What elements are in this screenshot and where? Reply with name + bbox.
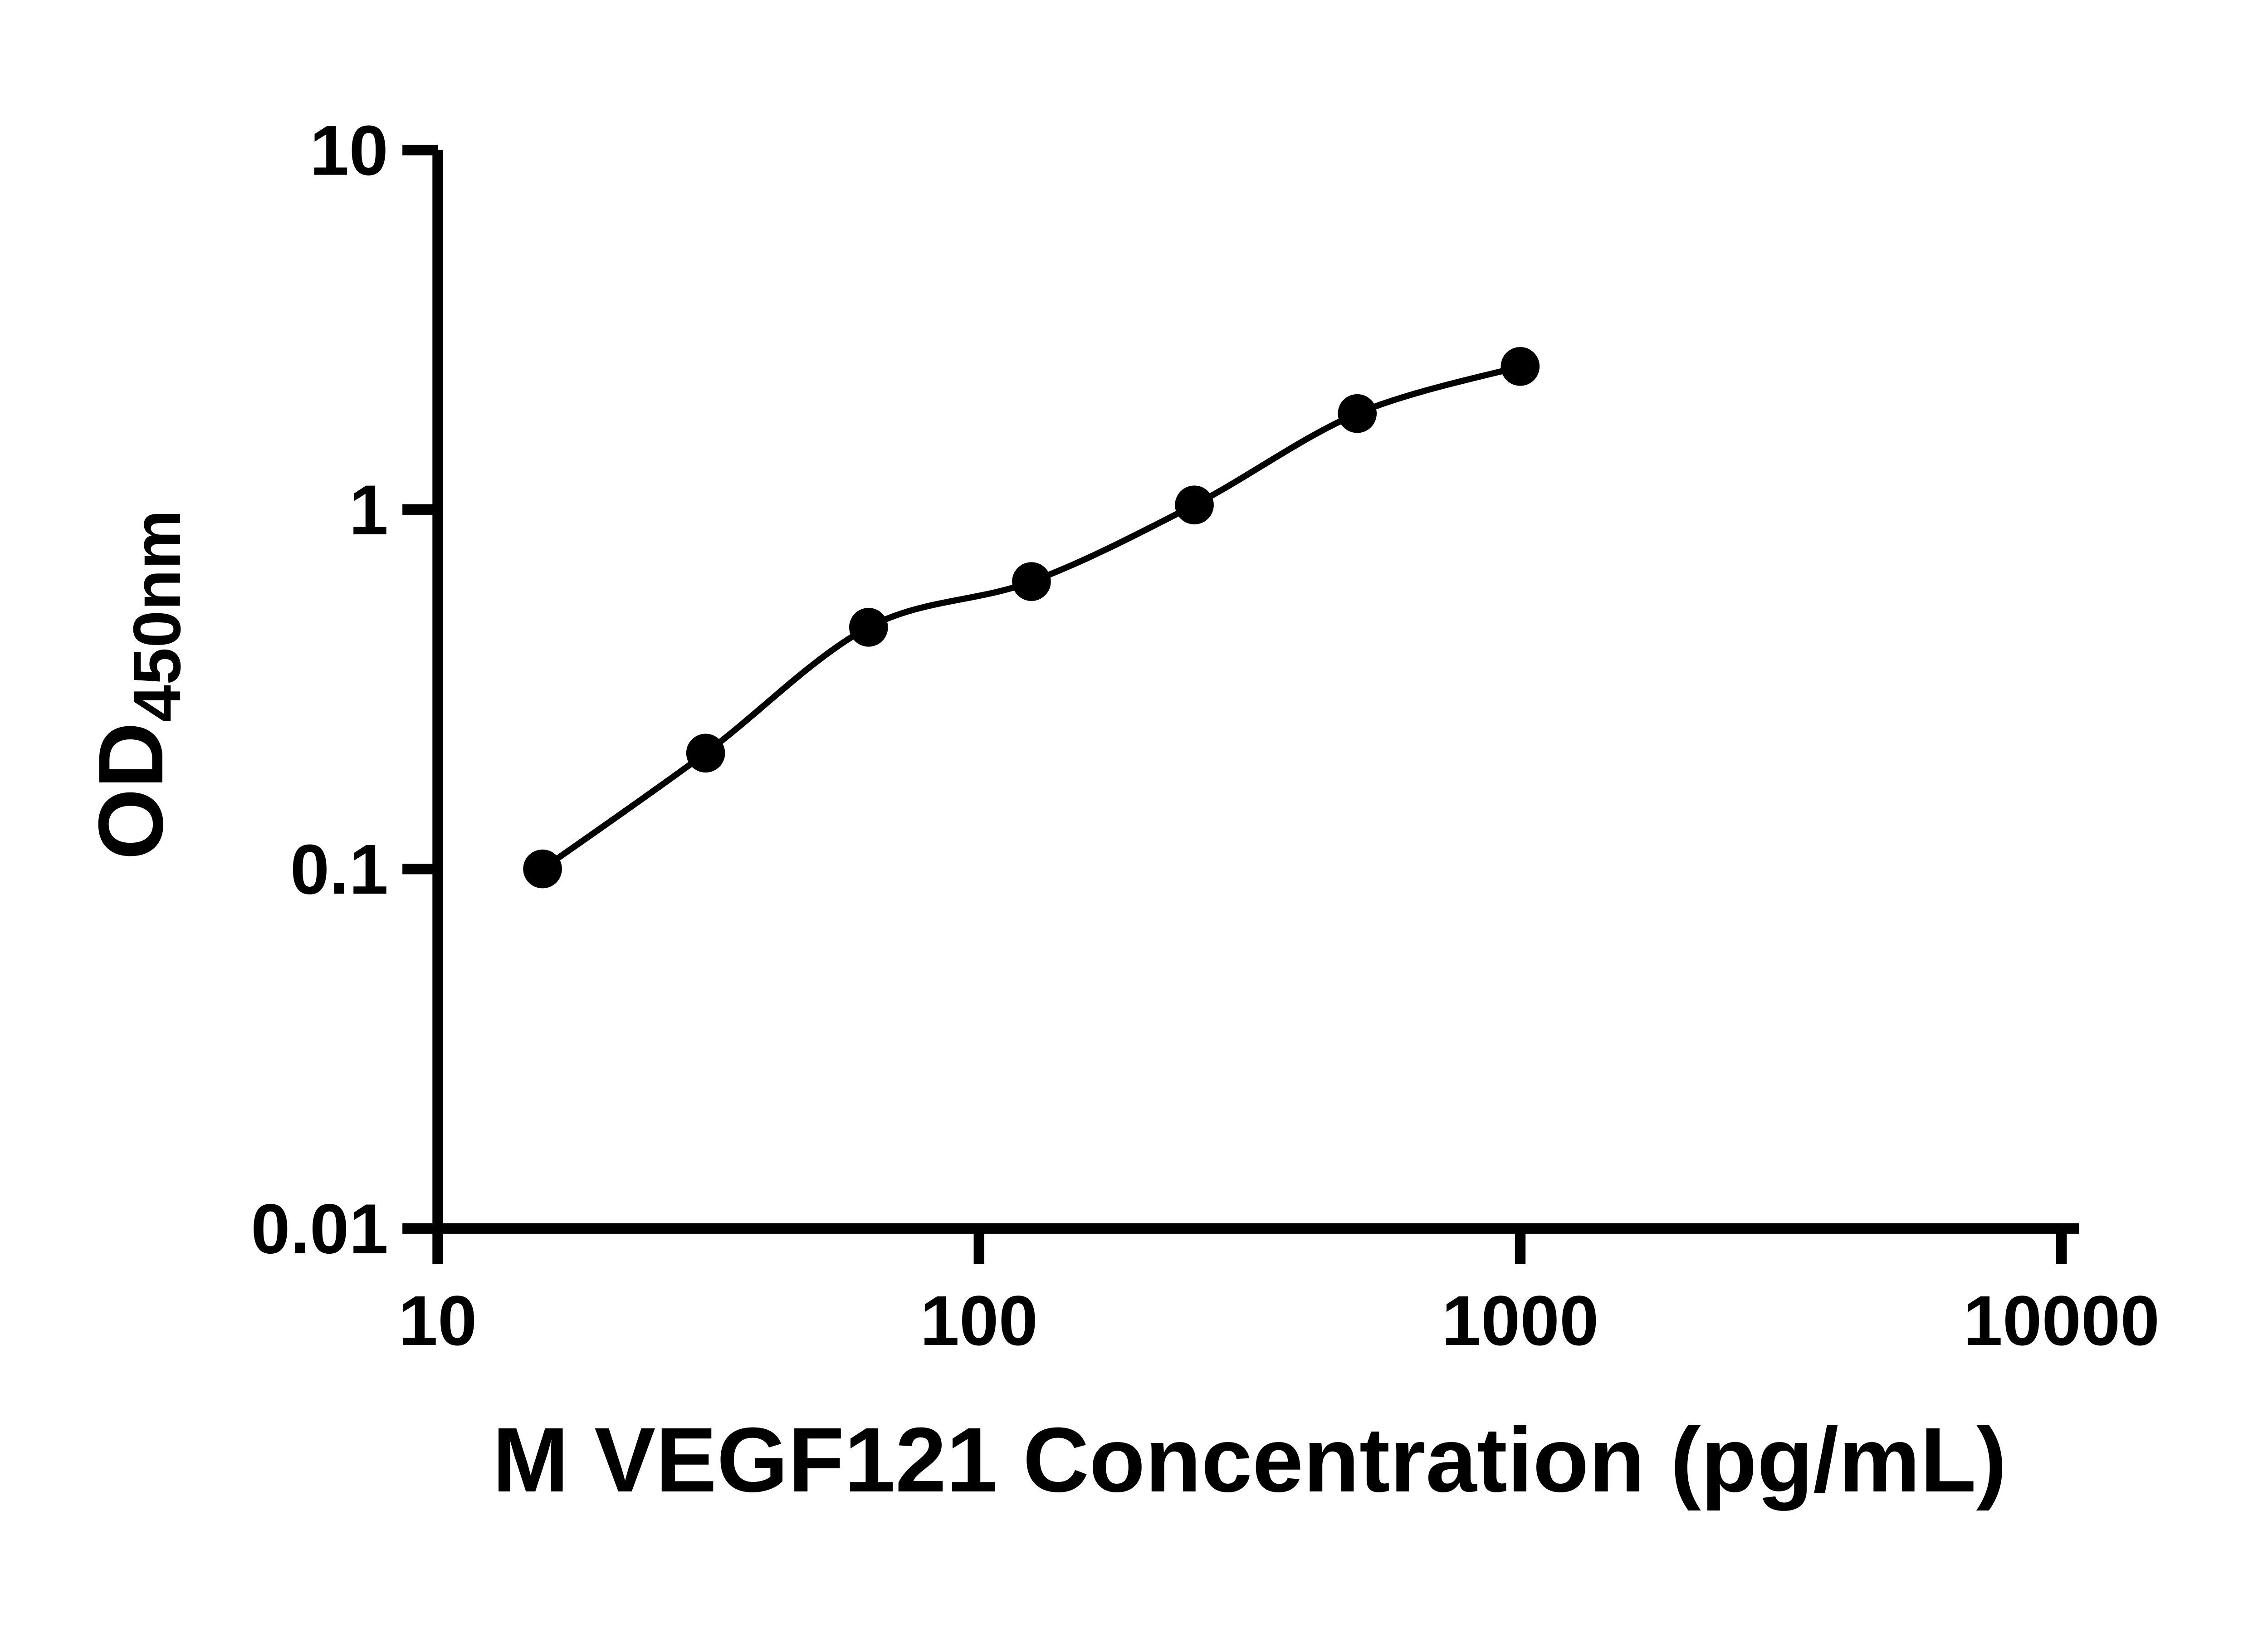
vegf121-standard-curve-chart: 10 100 1000 10000 0.01 0.1 1 10 M VEGF121 Conce… — [79, 111, 2160, 1511]
x-tick-label: 10 — [398, 1281, 477, 1360]
data-point — [1175, 485, 1214, 525]
y-axis-title-main: OD — [79, 722, 182, 860]
data-point — [523, 849, 562, 889]
y-tick-label: 1 — [349, 470, 388, 549]
x-tick-label: 100 — [920, 1281, 1038, 1360]
plot-area: 10 100 1000 10000 0.01 0.1 1 10 — [251, 111, 2160, 1360]
data-point — [1338, 394, 1377, 433]
x-tick-label: 1000 — [1442, 1281, 1598, 1360]
data-point — [849, 608, 888, 647]
x-tick-label: 10000 — [1963, 1281, 2160, 1360]
y-tick-label: 10 — [310, 111, 388, 190]
y-axis-title-sub: 450nm — [120, 510, 195, 722]
data-point — [686, 733, 725, 773]
standard-curve-line — [541, 363, 1521, 872]
data-point — [1501, 347, 1540, 386]
y-tick-label: 0.01 — [251, 1189, 388, 1268]
data-point — [1012, 562, 1051, 601]
elisa-standard-curve-figure: 10 100 1000 10000 0.01 0.1 1 10 M VEGF121 Conce… — [79, 111, 2160, 1511]
y-tick-label: 0.1 — [290, 830, 388, 909]
y-axis-title: OD450nm — [79, 510, 195, 860]
x-axis-title: M VEGF121 Concentration (pg/mL) — [493, 1408, 2007, 1511]
